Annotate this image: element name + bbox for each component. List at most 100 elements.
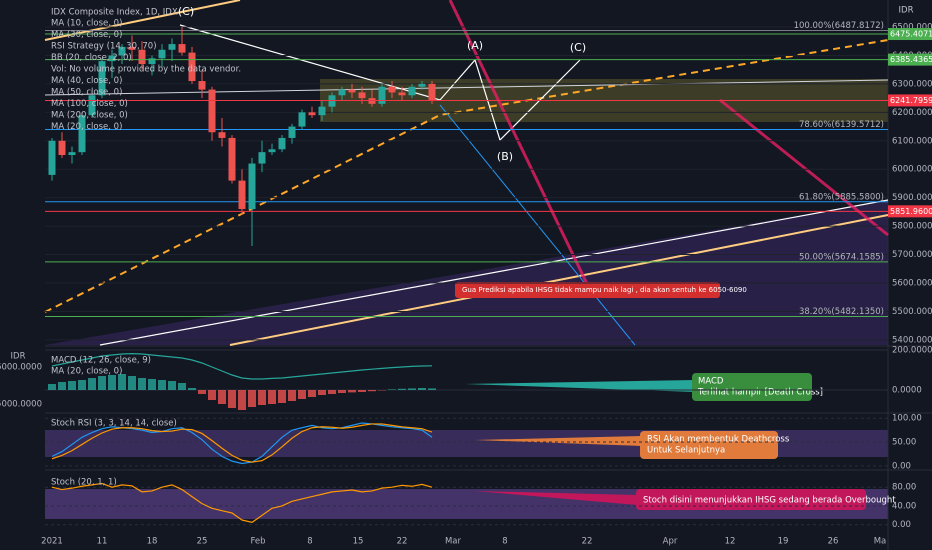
- trend-line: [44, 79, 889, 96]
- candle-body: [408, 86, 416, 96]
- candle-body: [308, 112, 316, 116]
- trend-line: [439, 104, 636, 346]
- y-tick-label: 0.00: [892, 520, 911, 530]
- trend-line: [44, 0, 241, 41]
- x-tick-label: Feb: [250, 537, 265, 547]
- macd-bar: [138, 378, 146, 390]
- x-tick-label: 11: [97, 537, 108, 547]
- macd-bar: [148, 379, 156, 390]
- macd-bar: [258, 390, 266, 405]
- currency: IDR: [899, 6, 914, 16]
- candle-body: [268, 149, 276, 153]
- macd-bar: [218, 390, 226, 404]
- wave-label: (B): [497, 150, 513, 163]
- left-scale-label: 6000.0000: [0, 363, 42, 373]
- macd-bar: [238, 390, 246, 410]
- fib-label: 38.20%(5482.1350): [799, 307, 884, 317]
- chart-title: IDX Composite Index, 1D, IDX: [51, 8, 178, 18]
- candle-body: [98, 61, 106, 96]
- price-tag-label: 6475.4071: [890, 30, 932, 39]
- x-tick-label: 19: [778, 537, 789, 547]
- macd-bar: [128, 376, 136, 390]
- macd-bar: [328, 390, 336, 394]
- macd-bar: [268, 390, 276, 404]
- candle-body: [418, 83, 426, 87]
- candle-body: [58, 140, 66, 156]
- indicator-line: [51, 423, 433, 463]
- macd-bar: [418, 388, 426, 390]
- arrow: [448, 0, 592, 291]
- y-tick-label: 40.00: [892, 501, 916, 511]
- price-tag-label: 6241.7959: [890, 96, 932, 105]
- y-tick-label: 80.00: [892, 483, 916, 493]
- candle-body: [188, 52, 196, 82]
- price-tag-label: 6385.4365: [890, 55, 932, 64]
- candle-body: [258, 152, 266, 164]
- y-tick-label: 0.00: [892, 461, 911, 471]
- y-tick-label: 200.0000: [892, 346, 932, 356]
- y-tick-label: 6000.0000: [892, 165, 932, 175]
- y-tick-label: 5500.0000: [892, 307, 932, 317]
- price-tag: [888, 205, 932, 218]
- candle-body: [348, 89, 356, 93]
- candle-body: [118, 46, 126, 56]
- panel-title: Stoch RSI (3, 3, 14, 14, close): [51, 419, 177, 429]
- y-tick-label: 6200.0000: [892, 108, 932, 118]
- price-tag-label: 5851.9600: [890, 207, 932, 216]
- macd-bar: [118, 374, 126, 390]
- legend-entry: MA (50, close, 0): [51, 88, 122, 98]
- callout-box: [636, 489, 866, 510]
- macd-bar: [408, 388, 416, 390]
- macd-bar: [48, 384, 56, 390]
- callout-pointer: [475, 491, 638, 505]
- legend-entry: Vol: No volume provided by the data vend…: [51, 65, 241, 75]
- x-tick-label: 22: [582, 537, 593, 547]
- x-tick-label: 26: [828, 537, 839, 547]
- left-scale-label: 5000.0000: [0, 400, 42, 410]
- candle-body: [328, 95, 336, 107]
- callout-text: Untuk Selanjutnya: [647, 446, 725, 456]
- legend-entry: MA (100, close, 0): [51, 99, 128, 109]
- y-tick-label: 0.0000: [892, 386, 922, 396]
- candle-body: [248, 163, 256, 210]
- macd-bar: [228, 390, 236, 408]
- macd-bar: [358, 390, 366, 392]
- y-tick-label: 100.00: [892, 414, 922, 424]
- trend-dashed: [44, 39, 889, 313]
- wave-label: (A): [467, 39, 483, 52]
- candle-body: [428, 83, 436, 101]
- macd-bar: [388, 389, 396, 390]
- fib-label: 100.00%(6487.8172): [794, 21, 884, 31]
- macd-bar: [188, 388, 196, 390]
- fib-label: 78.60%(6139.5712): [799, 120, 884, 130]
- price-tag: [888, 53, 932, 66]
- candle-body: [208, 89, 216, 133]
- candle-body: [288, 126, 296, 138]
- y-tick-label: 5400.0000: [892, 335, 932, 345]
- x-tick-label: 18: [147, 537, 158, 547]
- candle-body: [338, 89, 346, 96]
- callout-box: [455, 282, 720, 298]
- candle-body: [388, 86, 396, 93]
- candle-body: [238, 180, 246, 210]
- macd-bar: [428, 388, 436, 390]
- panel-subtitle: MA (20, close, 0): [51, 367, 122, 377]
- arrow: [719, 98, 889, 237]
- candle-body: [68, 152, 76, 156]
- macd-bar: [318, 390, 326, 395]
- legend-entry: MA (200, close, 0): [51, 111, 128, 121]
- legend-entry: RSI Strategy (14, 30, 70): [51, 42, 157, 52]
- candle-body: [378, 86, 386, 104]
- macd-bar: [208, 390, 216, 400]
- trend-line: [229, 214, 889, 346]
- candle-body: [78, 115, 86, 153]
- candle-body: [128, 46, 136, 50]
- candle-body: [88, 95, 96, 116]
- callout-box: [692, 373, 812, 401]
- macd-bar: [168, 381, 176, 390]
- x-tick-label: 22: [397, 537, 408, 547]
- macd-bar: [298, 390, 306, 399]
- candle-body: [178, 44, 186, 53]
